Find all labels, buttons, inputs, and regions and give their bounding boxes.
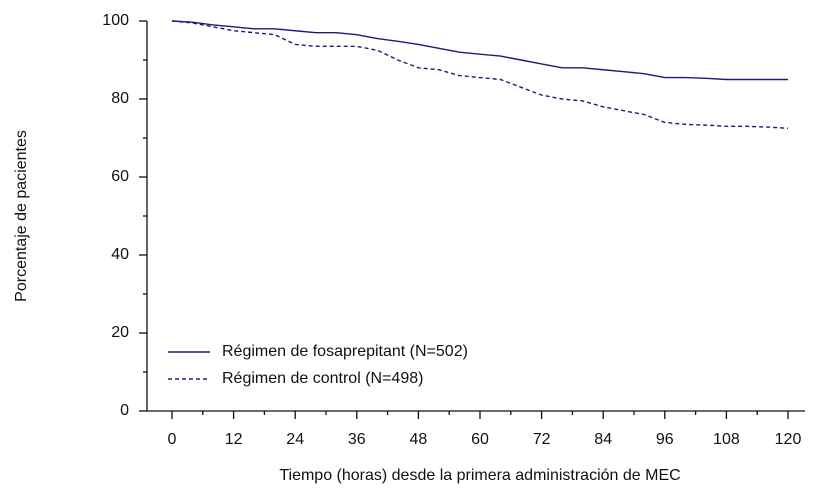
x-tick-label: 96 <box>656 431 674 448</box>
y-tick-label: 80 <box>111 90 129 107</box>
x-tick-label: 12 <box>225 431 243 448</box>
x-tick-label: 84 <box>594 431 612 448</box>
y-tick-label: 40 <box>111 246 129 263</box>
x-tick-label: 60 <box>471 431 489 448</box>
x-tick-label: 120 <box>775 431 802 448</box>
legend-label: Régimen de control (N=498) <box>222 370 423 387</box>
y-tick-label: 20 <box>111 324 129 341</box>
x-tick-label: 0 <box>168 431 177 448</box>
y-tick-label: 100 <box>102 12 129 29</box>
series-line <box>171 20 788 81</box>
x-tick-label: 24 <box>286 431 304 448</box>
x-tick-label: 72 <box>533 431 551 448</box>
legend-label: Régimen de fosaprepitant (N=502) <box>222 343 468 360</box>
x-tick-label: 36 <box>348 431 366 448</box>
series-line <box>171 20 789 129</box>
x-axis-label: Tiempo (horas) desde la primera administ… <box>279 467 680 484</box>
x-tick-label: 48 <box>410 431 428 448</box>
x-tick-label: 108 <box>713 431 740 448</box>
y-tick-label: 60 <box>111 168 129 185</box>
y-tick-label: 0 <box>120 402 129 419</box>
y-axis-label: Porcentaje de pacientes <box>13 130 30 302</box>
